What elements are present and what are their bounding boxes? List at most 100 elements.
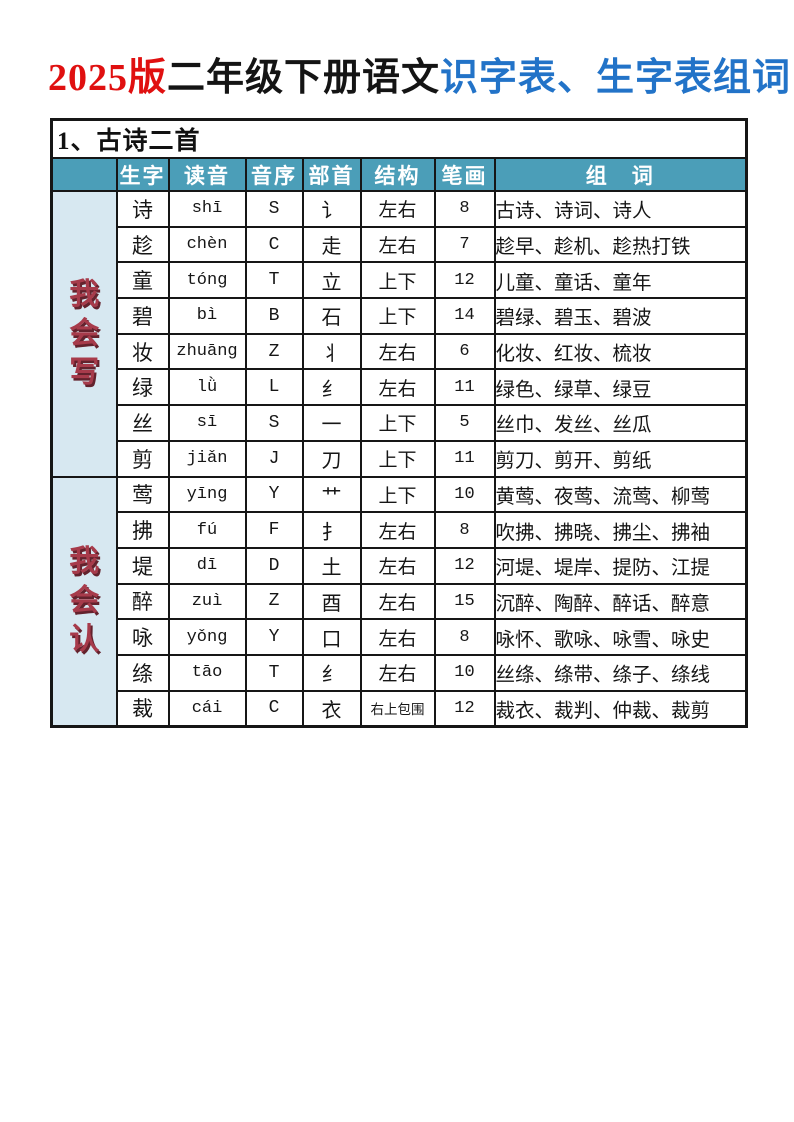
structure-cell: 左右 (359, 225, 436, 264)
group-label-char: 我 (69, 545, 100, 579)
header-initial: 音序 (244, 157, 304, 192)
char-cell: 诗 (115, 190, 170, 228)
strokes-cell: 8 (433, 618, 496, 656)
strokes-cell: 10 (433, 475, 496, 514)
table-row: 趁 chèn C 走左右 7 趁早、趁机、趁热打铁 (52, 225, 748, 264)
table-row: 妆 zhuāng Z 丬左右 6 化妆、红妆、梳妆 (52, 332, 748, 371)
radical-cell: 扌 (301, 511, 362, 549)
radical-cell: 衣 (301, 689, 362, 728)
initial-cell: Z (244, 332, 304, 371)
corner-cell (50, 157, 118, 192)
strokes-cell: 11 (433, 439, 496, 478)
words-cell: 碧绿、碧玉、碧波 (493, 297, 748, 335)
table-row: 碧 bì B 石上下 14 碧绿、碧玉、碧波 (52, 297, 748, 335)
char-cell: 绿 (115, 368, 170, 407)
radical-cell: 刀 (301, 439, 362, 478)
initial-cell: T (244, 261, 304, 300)
pinyin-cell: cái (167, 689, 247, 728)
char-cell: 拂 (115, 511, 170, 549)
radical-cell: 走 (301, 225, 362, 264)
initial-cell: Z (244, 582, 304, 621)
pinyin-cell: tāo (167, 653, 247, 692)
structure-cell: 左右 (359, 368, 436, 407)
table-row: 绿 lǜ L 纟左右 11 绿色、绿草、绿豆 (52, 368, 748, 407)
radical-cell: 讠 (301, 190, 362, 228)
pinyin-cell: chèn (167, 225, 247, 264)
pinyin-cell: shī (167, 190, 247, 228)
lesson-title-row: 1、古诗二首 (50, 118, 748, 159)
page-title: 2025版二年级下册语文识字表、生字表组词 (48, 46, 791, 101)
structure-cell: 左右 (359, 582, 436, 621)
radical-cell: 艹 (301, 475, 362, 514)
strokes-cell: 8 (433, 190, 496, 228)
strokes-cell: 10 (433, 653, 496, 692)
initial-cell: S (244, 404, 304, 442)
words-cell: 古诗、诗词、诗人 (493, 190, 748, 228)
initial-cell: Y (244, 618, 304, 656)
table-row: 拂 fú F 扌左右 8 吹拂、拂晓、拂尘、拂袖 (52, 511, 748, 549)
words-cell: 剪刀、剪开、剪纸 (493, 439, 748, 478)
table-row: 醉 zuì Z 酉左右 15 沉醉、陶醉、醉话、醉意 (52, 582, 748, 621)
char-cell: 童 (115, 261, 170, 300)
structure-cell: 左右 (359, 618, 436, 656)
structure-cell: 上下 (359, 261, 436, 300)
group-label-write: 我会写 (50, 190, 118, 478)
initial-cell: F (244, 511, 304, 549)
header-char: 生字 (115, 157, 170, 192)
header-radical: 部首 (301, 157, 362, 192)
initial-cell: Y (244, 475, 304, 514)
structure-cell: 上下 (359, 475, 436, 514)
char-cell: 醉 (115, 582, 170, 621)
initial-cell: C (244, 225, 304, 264)
strokes-cell: 6 (433, 332, 496, 371)
initial-cell: L (244, 368, 304, 407)
initial-cell: B (244, 297, 304, 335)
radical-cell: 丬 (301, 332, 362, 371)
radical-cell: 立 (301, 261, 362, 300)
words-cell: 吹拂、拂晓、拂尘、拂袖 (493, 511, 748, 549)
pinyin-cell: bì (167, 297, 247, 335)
lesson-title: 1、古诗二首 (50, 118, 748, 159)
table-row: 裁 cái C 衣右上包围 12 裁衣、裁判、仲裁、裁剪 (52, 689, 748, 728)
char-cell: 趁 (115, 225, 170, 264)
header-structure: 结构 (359, 157, 436, 192)
table-body: 我会写诗 shī S 讠左右 8 古诗、诗词、诗人趁 chèn C 走左右 7 趁早、趁机、趁热打铁… (50, 190, 748, 728)
words-cell: 黄莺、夜莺、流莺、柳莺 (493, 475, 748, 514)
words-cell: 咏怀、歌咏、咏雪、咏史 (493, 618, 748, 656)
title-tables: 识字表、生字表组词 (440, 57, 792, 99)
table-row: 剪 jiǎn J 刀上下 11 剪刀、剪开、剪纸 (52, 439, 748, 478)
structure-cell: 上下 (359, 439, 436, 478)
table-row: 童 tóng T 立上下 12 儿童、童话、童年 (52, 261, 748, 300)
structure-cell: 左右 (359, 653, 436, 692)
strokes-cell: 5 (433, 404, 496, 442)
words-cell: 丝绦、绦带、绦子、绦线 (493, 653, 748, 692)
strokes-cell: 15 (433, 582, 496, 621)
strokes-cell: 12 (433, 261, 496, 300)
table-row: 绦 tāo T 纟左右 10 丝绦、绦带、绦子、绦线 (52, 653, 748, 692)
group-label-char: 我 (69, 277, 100, 311)
words-cell: 儿童、童话、童年 (493, 261, 748, 300)
char-cell: 咏 (115, 618, 170, 656)
structure-cell: 左右 (359, 511, 436, 549)
strokes-cell: 8 (433, 511, 496, 549)
strokes-cell: 7 (433, 225, 496, 264)
initial-cell: C (244, 689, 304, 728)
header-words: 组 词 (493, 157, 748, 192)
radical-cell: 一 (301, 404, 362, 442)
pinyin-cell: jiǎn (167, 439, 247, 478)
initial-cell: S (244, 190, 304, 228)
words-cell: 绿色、绿草、绿豆 (493, 368, 748, 407)
group-label-char: 会 (69, 316, 100, 350)
pinyin-cell: zhuāng (167, 332, 247, 371)
pinyin-cell: lǜ (167, 368, 247, 407)
table-row: 堤 dī D 土左右 12 河堤、堤岸、提防、江提 (52, 546, 748, 585)
pinyin-cell: zuì (167, 582, 247, 621)
radical-cell: 纟 (301, 368, 362, 407)
pinyin-cell: tóng (167, 261, 247, 300)
initial-cell: T (244, 653, 304, 692)
structure-cell: 左右 (359, 190, 436, 228)
words-cell: 丝巾、发丝、丝瓜 (493, 404, 748, 442)
words-cell: 河堤、堤岸、提防、江提 (493, 546, 748, 585)
group-label-char: 认 (69, 623, 100, 657)
